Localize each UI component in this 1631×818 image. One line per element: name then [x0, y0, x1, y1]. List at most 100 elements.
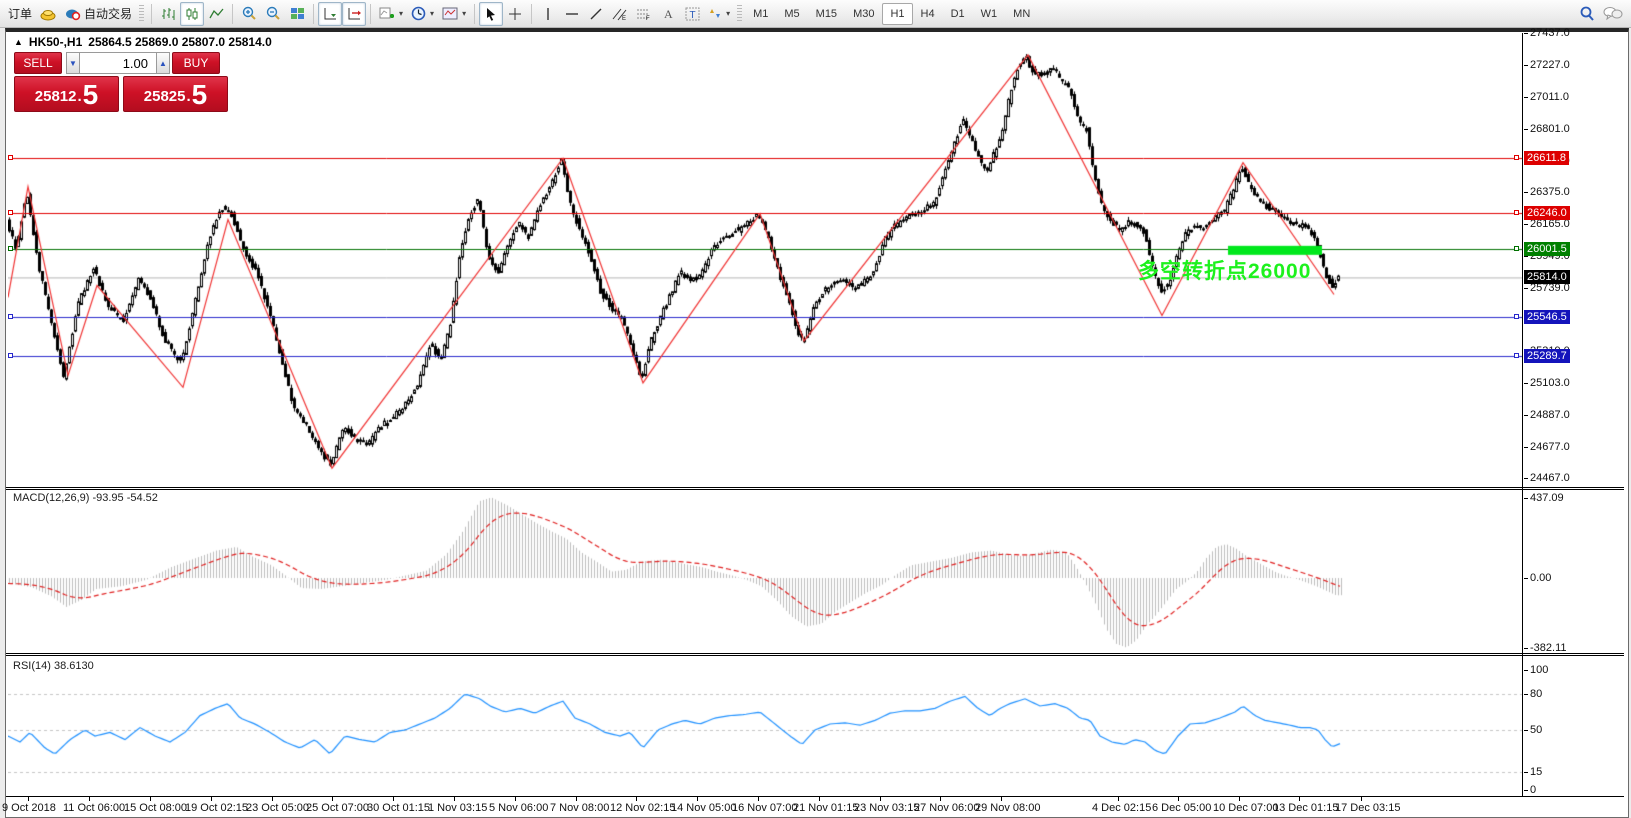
indicators-list-button[interactable]: ▾	[375, 2, 407, 26]
dropdown-caret-icon[interactable]: ▾	[399, 9, 404, 18]
time-axis-label: 6 Dec 05:00	[1152, 802, 1212, 814]
zoom-in-button[interactable]	[237, 2, 261, 26]
macd-axis-tick: 0.00	[1523, 572, 1552, 584]
toolbar-separator	[370, 3, 372, 24]
time-axis-tick	[1299, 797, 1300, 801]
fibonacci-button[interactable]: F	[632, 2, 656, 26]
time-axis-label: 27 Nov 06:00	[914, 802, 980, 814]
dropdown-caret-icon[interactable]: ▾	[462, 9, 467, 18]
timeframe-button-d1[interactable]: D1	[950, 7, 965, 20]
panel-separator[interactable]	[6, 487, 1624, 488]
zoom-out-button[interactable]	[261, 2, 285, 26]
timeframe-button-mn[interactable]: MN	[1013, 7, 1031, 20]
time-axis-tick	[576, 797, 577, 801]
trend-icon	[589, 7, 603, 21]
crosshair-button[interactable]	[503, 2, 527, 26]
toolbar-separator	[232, 3, 234, 24]
auto-trading-button[interactable]: 自动交易	[61, 2, 136, 26]
macd-axis-tick: -382.11	[1524, 641, 1567, 654]
time-axis-label: 15 Oct 08:00	[124, 802, 187, 814]
auto-scroll-button[interactable]	[318, 1, 343, 26]
price-axis-line	[1522, 33, 1523, 797]
time-axis-label: 29 Nov 08:00	[975, 802, 1041, 814]
line-handle[interactable]	[8, 209, 13, 215]
time-axis-tick	[332, 797, 333, 801]
horizontal-line-button[interactable]	[560, 2, 584, 26]
price-line-badge: 26611.8	[1524, 150, 1569, 165]
rsi-indicator-canvas[interactable]	[8, 656, 1522, 796]
macd-axis-tick: 437.09	[1524, 492, 1564, 504]
time-axis-separator	[6, 796, 1624, 797]
main-toolbar: 订单 自动交易 ▾ ▾ ▾ E F A T ▾ M1 M5 M15 M30 H1 H4 D1 W1 MN	[0, 0, 1631, 28]
periods-button[interactable]: ▾	[407, 2, 438, 26]
line-handle[interactable]	[1514, 314, 1519, 320]
bar-chart-button[interactable]	[156, 2, 180, 26]
line-chart-button[interactable]	[204, 2, 228, 26]
chartshift-icon	[347, 7, 362, 21]
svg-text:F: F	[646, 16, 650, 21]
price-chart-canvas[interactable]	[8, 33, 1522, 487]
equidistant-channel-button[interactable]: E	[608, 2, 632, 26]
price-line-badge: 26001.5	[1524, 242, 1570, 257]
textA-icon: A	[662, 7, 674, 20]
time-axis-label: 30 Oct 01:15	[367, 802, 430, 814]
candles-icon	[185, 7, 199, 21]
time-axis-tick	[150, 797, 151, 801]
line-handle[interactable]	[1514, 352, 1519, 358]
chart-shift-button[interactable]	[342, 1, 367, 26]
timeframe-button-m1[interactable]: M1	[753, 7, 769, 20]
rsi-label: RSI(14) 38.6130	[13, 660, 94, 672]
time-axis-tick	[1361, 797, 1362, 801]
line-handle[interactable]	[8, 246, 13, 252]
time-axis-label: 7 Nov 08:00	[550, 802, 610, 814]
text-label-button[interactable]: T	[680, 2, 704, 26]
vline-icon	[544, 7, 552, 21]
tile-windows-button[interactable]	[285, 2, 309, 26]
price-axis-tick: 26801.0	[1524, 122, 1570, 135]
macd-label: MACD(12,26,9) -93.95 -54.52	[13, 492, 158, 504]
timeframe-button-w1[interactable]: W1	[980, 7, 998, 20]
line-handle[interactable]	[8, 352, 13, 358]
new-order-button[interactable]: 订单	[4, 2, 36, 26]
vertical-line-button[interactable]	[536, 2, 560, 26]
robot-icon	[65, 7, 81, 21]
cursor-button[interactable]	[479, 1, 504, 26]
price-axis-tick: 27437.0	[1524, 27, 1570, 40]
crosshair-icon	[508, 7, 522, 21]
chat-icon	[1603, 6, 1623, 21]
dropdown-caret-icon[interactable]: ▾	[726, 9, 731, 18]
gold-symbol-icon[interactable]	[36, 2, 61, 26]
time-axis-tick	[1239, 797, 1240, 801]
line-handle[interactable]	[8, 314, 13, 320]
price-line-badge: 25289.7	[1524, 348, 1570, 363]
templates-button[interactable]: ▾	[438, 2, 470, 26]
timeframe-button-m30[interactable]: M30	[853, 7, 875, 20]
time-axis-tick	[272, 797, 273, 801]
line-handle[interactable]	[1514, 154, 1519, 160]
candlestick-chart-button[interactable]	[180, 1, 205, 26]
time-axis-label: 16 Nov 07:00	[732, 802, 798, 814]
gold-icon	[40, 7, 57, 21]
macd-indicator-canvas[interactable]	[8, 490, 1522, 652]
rsi-axis-tick: 0	[1523, 784, 1537, 796]
dropdown-caret-icon[interactable]: ▾	[430, 9, 435, 18]
text-button[interactable]: A	[656, 2, 680, 26]
toolbar-separator	[737, 4, 743, 23]
timeframe-button-m5[interactable]: M5	[784, 7, 800, 20]
line-handle[interactable]	[1514, 209, 1519, 215]
line-handle[interactable]	[8, 154, 13, 160]
timeframe-button-m15[interactable]: M15	[815, 7, 838, 20]
timeframe-button-h1[interactable]: H1	[882, 2, 913, 25]
chat-button[interactable]	[1599, 2, 1627, 26]
time-axis-tick	[89, 797, 90, 801]
search-button[interactable]	[1575, 2, 1599, 26]
arrows-button[interactable]: ▾	[704, 2, 734, 26]
fibo-icon: F	[636, 7, 652, 21]
time-axis-tick	[393, 797, 394, 801]
trendline-button[interactable]	[584, 2, 608, 26]
time-axis-label: 14 Nov 05:00	[671, 802, 737, 814]
time-axis-tick	[819, 797, 820, 801]
timeframe-button-h4[interactable]: H4	[920, 7, 935, 20]
line-handle[interactable]	[1514, 246, 1519, 252]
panel-separator[interactable]	[6, 653, 1624, 654]
